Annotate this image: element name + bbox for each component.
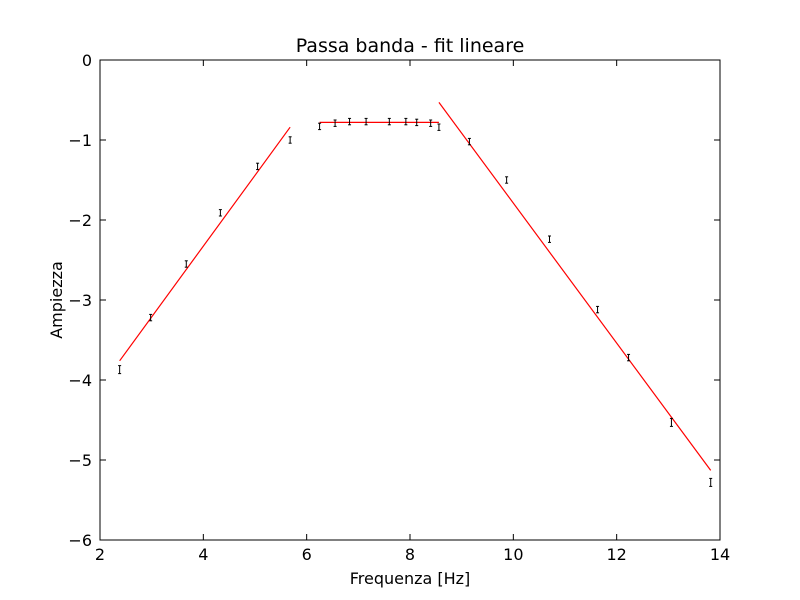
data-point-19	[596, 305, 600, 314]
data-point-7	[318, 122, 322, 131]
data-point-11	[387, 117, 391, 126]
plot-area	[118, 102, 713, 487]
y-tick-label: −4	[68, 371, 92, 390]
data-point-18	[548, 235, 551, 243]
fit-line-1	[119, 126, 291, 362]
y-tick-label: −1	[68, 131, 92, 150]
data-point-16	[467, 137, 471, 146]
y-tick-label: −2	[68, 211, 92, 230]
data-point-12	[404, 117, 408, 126]
x-tick-label: 2	[95, 545, 105, 564]
plot-frame	[99, 59, 721, 541]
data-point-6	[288, 136, 292, 144]
x-tick-label: 12	[606, 545, 626, 564]
data-point-17	[505, 176, 509, 184]
y-tick-label: −3	[68, 291, 92, 310]
data-point-20	[627, 353, 631, 362]
data-point-22	[709, 477, 713, 487]
y-tick-label: −6	[68, 531, 92, 550]
data-point-15	[437, 123, 441, 131]
data-point-8	[333, 119, 337, 127]
y-tick-label: 0	[82, 51, 92, 70]
data-point-4	[218, 209, 222, 217]
data-point-14	[429, 119, 433, 127]
axis-ticks: 2 4 6 8 10 12 14 0 −1 −2 −3 −4 −5 −6	[68, 51, 730, 564]
data-point-3	[184, 260, 188, 268]
data-point-21	[669, 417, 673, 427]
x-axis-label: Frequenza [Hz]	[350, 569, 471, 588]
x-tick-label: 6	[302, 545, 312, 564]
data-point-2	[149, 313, 153, 322]
y-tick-label: −5	[68, 451, 92, 470]
data-point-1	[118, 365, 122, 375]
y-axis-label: Ampiezza	[47, 261, 66, 339]
data-point-5	[256, 162, 260, 171]
x-tick-label: 10	[503, 545, 523, 564]
data-point-13	[415, 118, 419, 127]
x-tick-label: 8	[405, 545, 415, 564]
fit-line-3	[438, 102, 712, 471]
x-tick-label: 4	[198, 545, 208, 564]
chart-title: Passa banda - fit lineare	[296, 35, 525, 57]
data-point-9	[348, 117, 352, 126]
data-point-10	[364, 117, 368, 126]
x-tick-label: 14	[710, 545, 730, 564]
